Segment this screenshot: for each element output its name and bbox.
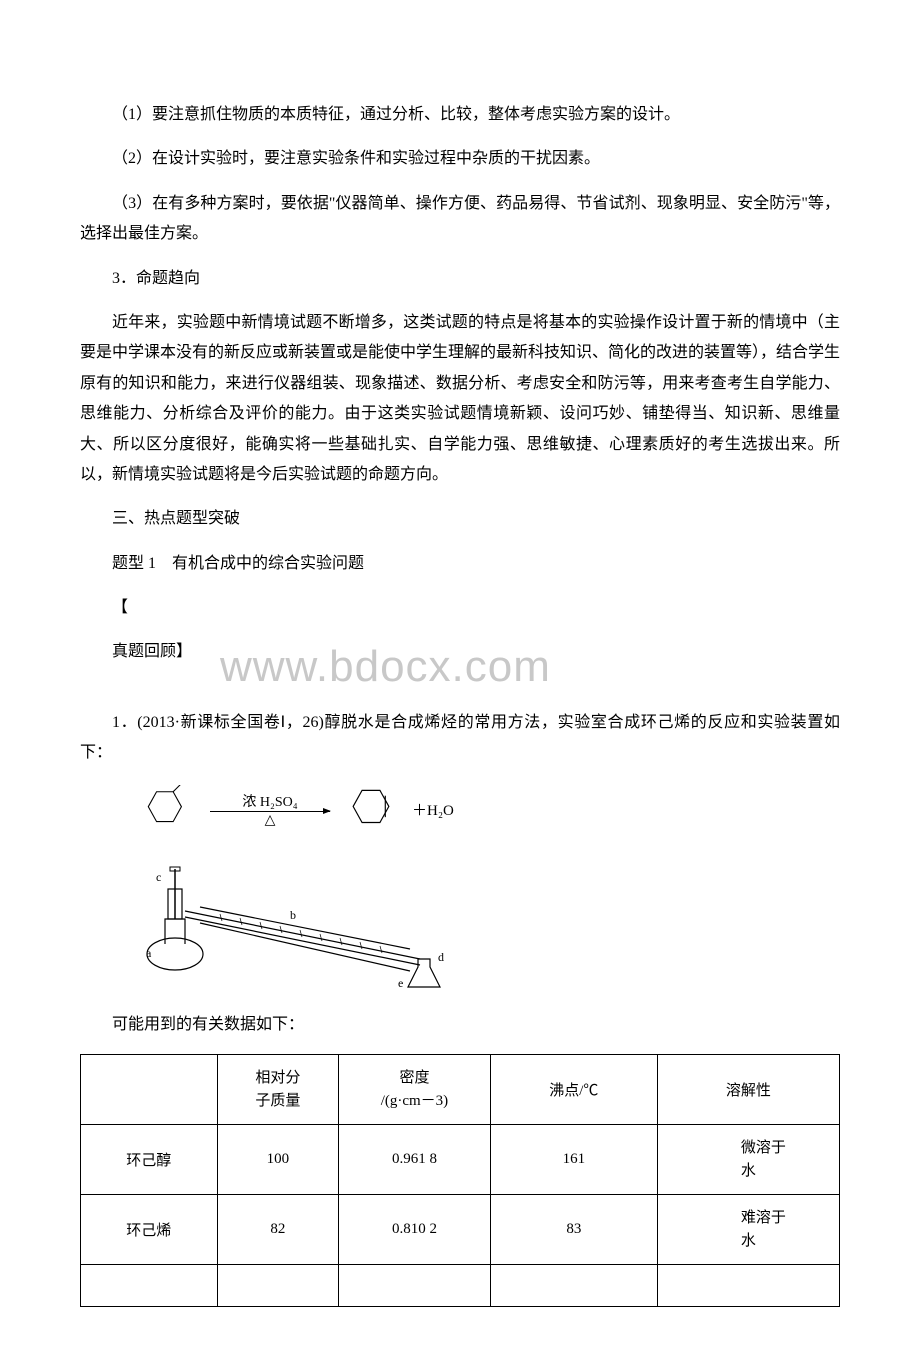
cell-name-1: 环己醇 xyxy=(81,1125,218,1195)
cell-name-2: 环己烯 xyxy=(81,1195,218,1265)
header-empty xyxy=(81,1055,218,1125)
header-density: 密度 /(g·cm－3) xyxy=(339,1055,491,1125)
label-a: a xyxy=(146,946,152,960)
header-density-l2: /(g·cm－3) xyxy=(381,1093,448,1109)
arrow-condition-bottom: △ xyxy=(265,812,276,829)
table-row-3 xyxy=(81,1265,840,1307)
header-mass: 相对分 子质量 xyxy=(217,1055,338,1125)
cell-mass-2: 82 xyxy=(217,1195,338,1265)
cell-empty-1 xyxy=(81,1265,218,1307)
cell-empty-3 xyxy=(339,1265,491,1307)
bracket-open: 【 xyxy=(80,593,840,623)
cell-bp-2: 83 xyxy=(490,1195,657,1265)
reaction-arrow: 浓 H₂SO₄ △ xyxy=(210,791,330,829)
review-heading: 真题回顾】 xyxy=(80,637,840,667)
paragraph-2: （2）在设计实验时，要注意实验条件和实验过程中杂质的干扰因素。 xyxy=(80,144,840,174)
properties-table: 相对分 子质量 密度 /(g·cm－3) 沸点/℃ 溶解性 环己醇 100 0.… xyxy=(80,1054,840,1307)
cyclohexanol-structure: OH xyxy=(140,785,198,835)
cell-sol-2-l2: 水 xyxy=(741,1233,756,1249)
header-bp: 沸点/℃ xyxy=(490,1055,657,1125)
table-row-1: 环己醇 100 0.961 8 161 微溶于 水 xyxy=(81,1125,840,1195)
section-heading-3: 三、热点题型突破 xyxy=(80,504,840,534)
cell-sol-1: 微溶于 水 xyxy=(657,1125,839,1195)
header-density-l1: 密度 xyxy=(399,1070,429,1086)
cell-sol-2-l1: 难溶于 xyxy=(741,1210,786,1226)
plus-water: ＋H₂O xyxy=(412,799,454,820)
heading-trend: 3．命题趋向 xyxy=(80,264,840,294)
cell-sol-1-l1: 微溶于 xyxy=(741,1140,786,1156)
reaction-diagram: OH 浓 H₂SO₄ △ ＋H₂O xyxy=(140,785,840,994)
label-e: e xyxy=(398,976,403,989)
paragraph-3: （3）在有多种方案时，要依据"仪器简单、操作方便、药品易得、节省试剂、现象明显、… xyxy=(80,189,840,250)
cyclohexene-structure xyxy=(342,785,400,835)
question-type-1: 题型 1 有机合成中的综合实验问题 xyxy=(80,549,840,579)
header-solubility: 溶解性 xyxy=(657,1055,839,1125)
table-header-row: 相对分 子质量 密度 /(g·cm－3) 沸点/℃ 溶解性 xyxy=(81,1055,840,1125)
cell-density-2: 0.810 2 xyxy=(339,1195,491,1265)
header-mass-l1: 相对分 xyxy=(255,1070,300,1086)
table-intro: 可能用到的有关数据如下： xyxy=(80,1010,840,1040)
apparatus-diagram: a b c d e xyxy=(140,859,520,989)
header-mass-l2: 子质量 xyxy=(255,1093,300,1109)
label-c: c xyxy=(156,870,161,884)
cell-mass-1: 100 xyxy=(217,1125,338,1195)
question-1-intro: 1．(2013·新课标全国卷Ⅰ，26)醇脱水是合成烯烃的常用方法，实验室合成环己… xyxy=(80,708,840,769)
cell-bp-1: 161 xyxy=(490,1125,657,1195)
cell-empty-5 xyxy=(657,1265,839,1307)
cell-empty-4 xyxy=(490,1265,657,1307)
cell-sol-2: 难溶于 水 xyxy=(657,1195,839,1265)
arrow-condition-top: 浓 H₂SO₄ xyxy=(242,791,297,811)
paragraph-trend-body: 近年来，实验题中新情境试题不断增多，这类试题的特点是将基本的实验操作设计置于新的… xyxy=(80,308,840,490)
label-b: b xyxy=(290,908,296,922)
paragraph-1: （1）要注意抓住物质的本质特征，通过分析、比较，整体考虑实验方案的设计。 xyxy=(80,100,840,130)
table-row-2: 环己烯 82 0.810 2 83 难溶于 水 xyxy=(81,1195,840,1265)
cell-empty-2 xyxy=(217,1265,338,1307)
cell-sol-1-l2: 水 xyxy=(741,1163,756,1179)
cell-density-1: 0.961 8 xyxy=(339,1125,491,1195)
label-d: d xyxy=(438,950,444,964)
